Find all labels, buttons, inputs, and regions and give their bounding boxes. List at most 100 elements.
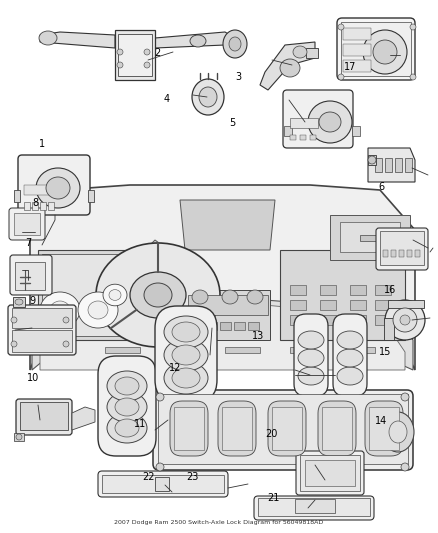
Ellipse shape — [144, 49, 150, 55]
Ellipse shape — [156, 463, 164, 471]
Ellipse shape — [401, 463, 409, 471]
Ellipse shape — [172, 368, 200, 388]
Polygon shape — [72, 407, 95, 430]
Ellipse shape — [337, 367, 363, 385]
Bar — [384, 318, 394, 340]
Ellipse shape — [338, 74, 344, 80]
Bar — [290, 347, 325, 353]
Bar — [158, 394, 408, 464]
Bar — [385, 158, 392, 172]
Bar — [350, 300, 366, 310]
Ellipse shape — [298, 331, 324, 349]
Ellipse shape — [280, 59, 300, 77]
FancyBboxPatch shape — [365, 401, 403, 456]
Bar — [368, 155, 376, 165]
Bar — [188, 295, 268, 315]
Ellipse shape — [164, 316, 208, 348]
Ellipse shape — [410, 24, 416, 30]
Bar — [407, 250, 412, 257]
FancyBboxPatch shape — [98, 356, 156, 456]
Bar — [320, 315, 336, 325]
Bar — [14, 433, 24, 441]
Ellipse shape — [337, 349, 363, 367]
Bar — [185, 290, 270, 340]
Ellipse shape — [11, 317, 17, 323]
Polygon shape — [32, 298, 413, 370]
Bar — [42, 254, 129, 336]
Ellipse shape — [401, 393, 409, 401]
FancyBboxPatch shape — [170, 401, 208, 456]
Bar — [341, 22, 411, 76]
Bar — [300, 135, 306, 140]
Ellipse shape — [117, 49, 123, 55]
Bar — [305, 460, 355, 486]
Ellipse shape — [337, 331, 363, 349]
FancyBboxPatch shape — [218, 401, 256, 456]
Text: 6: 6 — [378, 182, 384, 191]
Bar — [102, 475, 224, 493]
Ellipse shape — [389, 421, 407, 443]
Bar — [310, 135, 316, 140]
FancyBboxPatch shape — [98, 471, 228, 497]
Text: 7: 7 — [25, 238, 32, 247]
FancyBboxPatch shape — [9, 208, 45, 240]
Polygon shape — [140, 240, 175, 340]
Text: 15: 15 — [379, 347, 392, 357]
FancyBboxPatch shape — [155, 306, 217, 402]
Bar — [320, 285, 336, 295]
FancyBboxPatch shape — [337, 18, 415, 80]
Bar — [284, 126, 292, 136]
Bar — [192, 322, 203, 330]
Ellipse shape — [199, 87, 217, 107]
Bar — [290, 135, 296, 140]
Bar — [383, 250, 388, 257]
Text: 20: 20 — [265, 430, 278, 439]
Bar — [12, 308, 72, 328]
Polygon shape — [260, 42, 315, 90]
Ellipse shape — [63, 317, 69, 323]
Bar — [222, 407, 252, 450]
Ellipse shape — [363, 30, 407, 74]
Bar — [206, 322, 217, 330]
Bar — [343, 60, 371, 72]
Ellipse shape — [96, 243, 220, 347]
Bar — [290, 315, 306, 325]
Ellipse shape — [156, 393, 164, 401]
Polygon shape — [368, 148, 415, 182]
FancyBboxPatch shape — [10, 255, 52, 295]
Ellipse shape — [229, 37, 241, 51]
Ellipse shape — [319, 112, 341, 132]
Ellipse shape — [107, 371, 147, 401]
Bar — [32, 202, 38, 210]
FancyBboxPatch shape — [283, 90, 353, 148]
Bar — [234, 322, 245, 330]
Polygon shape — [30, 185, 415, 370]
Bar — [20, 402, 68, 430]
Bar — [165, 347, 200, 353]
Ellipse shape — [385, 300, 425, 340]
FancyBboxPatch shape — [296, 451, 364, 495]
Bar — [343, 44, 371, 56]
Bar — [352, 126, 360, 136]
Ellipse shape — [107, 413, 147, 443]
Bar — [105, 347, 140, 353]
Bar — [375, 285, 391, 295]
Text: 13: 13 — [252, 331, 265, 341]
Text: 3: 3 — [236, 72, 242, 82]
Bar — [295, 499, 335, 513]
Bar — [388, 300, 424, 308]
Bar — [13, 297, 25, 307]
Ellipse shape — [164, 339, 208, 371]
Ellipse shape — [164, 362, 208, 394]
FancyBboxPatch shape — [254, 496, 374, 520]
Ellipse shape — [88, 301, 108, 319]
Ellipse shape — [223, 30, 247, 58]
Text: 5: 5 — [229, 118, 235, 127]
Ellipse shape — [50, 301, 70, 319]
Bar — [14, 213, 40, 235]
Ellipse shape — [78, 292, 118, 328]
Ellipse shape — [103, 284, 127, 306]
Ellipse shape — [298, 367, 324, 385]
Ellipse shape — [109, 289, 121, 301]
Ellipse shape — [382, 412, 414, 452]
